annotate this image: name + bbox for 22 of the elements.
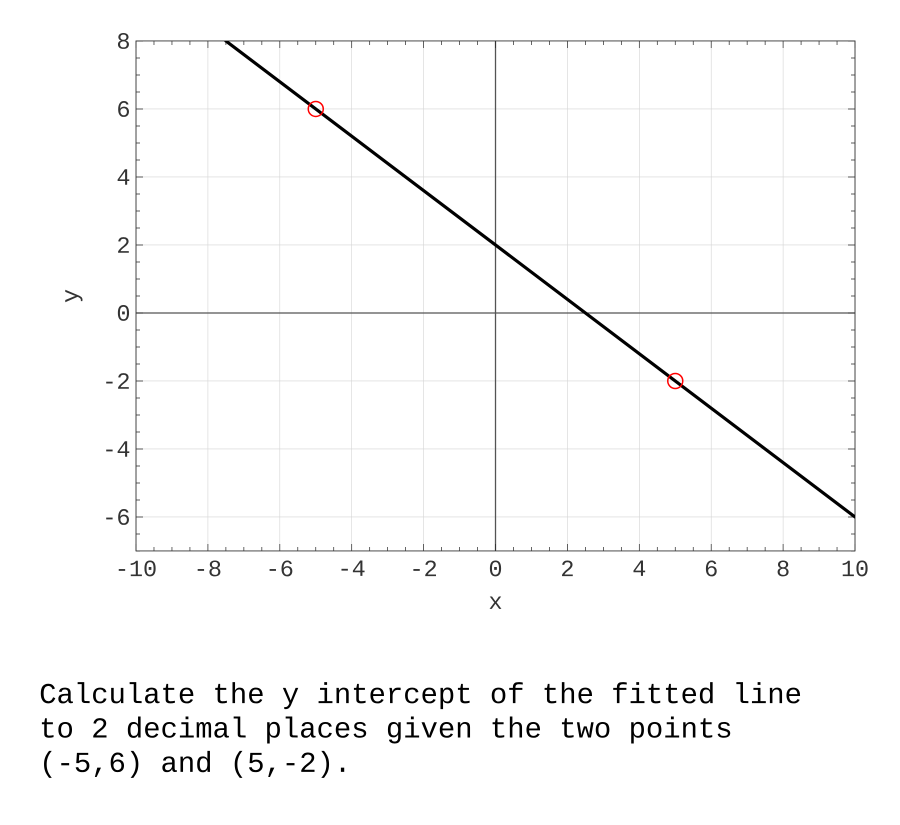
y-tick-label: 2 <box>118 237 129 253</box>
y-axis-title: y <box>65 290 82 302</box>
x-tick-label: -2 <box>413 560 436 576</box>
y-tick-label: 6 <box>118 101 129 117</box>
y-tick-label: 0 <box>118 305 130 321</box>
x-tick-label: -6 <box>270 560 292 576</box>
x-tick-label: 2 <box>562 560 573 576</box>
x-tick-label: -4 <box>341 560 365 576</box>
y-tick-label: 8 <box>118 33 129 49</box>
x-tick-label: -8 <box>198 560 220 576</box>
x-tick-label: 8 <box>778 560 789 576</box>
x-tick-label: -10 <box>118 560 156 576</box>
x-tick-label: 0 <box>490 560 502 576</box>
y-tick-label: -6 <box>106 509 129 525</box>
x-axis-title: x <box>490 596 502 609</box>
y-tick-label: -2 <box>106 373 129 389</box>
x-tick-label: 4 <box>633 560 646 576</box>
text: Calculate the y intercept of the fitted line to 2 decimal places given the two points (-5,6) and (5,-2). <box>40 682 800 778</box>
x-tick-label: 6 <box>706 560 717 576</box>
x-tick-label: 10 <box>842 560 868 576</box>
y-tick-label: 4 <box>118 169 130 185</box>
y-tick-label: -4 <box>106 441 130 457</box>
